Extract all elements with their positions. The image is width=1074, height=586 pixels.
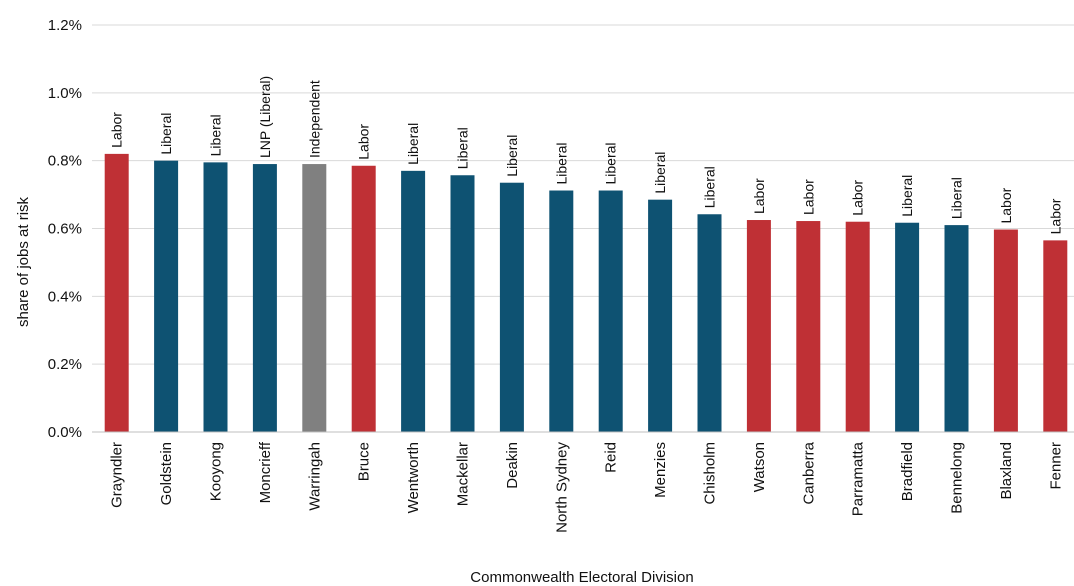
bar — [302, 164, 327, 432]
bar-party-label: Labor — [800, 179, 816, 215]
y-tick-label: 0.6% — [48, 221, 82, 238]
bar — [796, 221, 821, 432]
party-labels: Labor Liberal Liberal LNP (Liberal) Independ… — [109, 76, 1064, 235]
bar — [845, 221, 870, 432]
bar-party-label: Liberal — [899, 175, 915, 217]
bar — [993, 229, 1018, 432]
bar-party-label: Independent — [306, 80, 322, 158]
bar-party-label: Labor — [109, 112, 125, 148]
bar — [203, 162, 228, 433]
x-tick-label: Reid — [603, 442, 620, 473]
x-tick-label: Wentworth — [405, 442, 422, 513]
x-tick-label: Fenner — [1047, 442, 1064, 490]
y-tick-label: 0.0% — [48, 424, 82, 441]
x-tick-label: Moncrieff — [257, 441, 274, 503]
bar — [598, 190, 623, 432]
x-tick-label: Parramatta — [850, 441, 867, 516]
bar-party-label: Liberal — [405, 123, 421, 165]
bar-party-label: Labor — [356, 124, 372, 160]
bar-party-label: Labor — [850, 180, 866, 216]
x-tick-label: Grayndler — [109, 442, 126, 508]
bar-party-label: Liberal — [455, 127, 471, 169]
bar-party-label: Labor — [751, 178, 767, 214]
bar — [944, 225, 969, 432]
bar-party-label: Liberal — [949, 177, 965, 219]
bar-party-label: Liberal — [702, 166, 718, 208]
x-axis-title: Commonwealth Electoral Division — [470, 569, 693, 586]
y-tick-label: 1.2% — [48, 17, 82, 34]
y-axis-ticks: 0.0% 0.2% 0.4% 0.6% 0.8% 1.0% 1.2% — [48, 17, 82, 441]
x-tick-label: Bradfield — [899, 442, 916, 501]
y-axis-title: share of jobs at risk — [15, 196, 32, 327]
bar-party-label: Liberal — [158, 113, 174, 155]
bar — [1043, 240, 1068, 432]
gridlines — [92, 24, 1074, 365]
y-tick-label: 1.0% — [48, 85, 82, 102]
x-axis-ticks: Grayndler Goldstein Kooyong Moncrieff Warrin… — [109, 441, 1065, 533]
bar — [895, 222, 920, 432]
y-tick-label: 0.2% — [48, 356, 82, 373]
bar — [549, 190, 574, 432]
bar — [648, 199, 673, 432]
x-tick-label: Warringah — [306, 442, 323, 511]
bar-party-label: Labor — [1047, 198, 1063, 234]
x-tick-label: Bruce — [356, 442, 373, 481]
bar — [351, 165, 376, 433]
x-tick-label: North Sydney — [553, 442, 570, 533]
bar-party-label: LNP (Liberal) — [257, 76, 273, 158]
bar-party-label: Liberal — [553, 142, 569, 184]
x-tick-label: Kooyong — [208, 442, 225, 501]
y-tick-label: 0.4% — [48, 288, 82, 305]
bar-party-label: Labor — [998, 187, 1014, 223]
bars — [104, 153, 1068, 433]
bar-party-label: Liberal — [208, 114, 224, 156]
y-tick-label: 0.8% — [48, 153, 82, 170]
x-tick-label: Canberra — [800, 441, 817, 504]
bar-party-label: Liberal — [652, 152, 668, 194]
bar — [697, 214, 722, 432]
bar — [499, 182, 524, 432]
bar — [746, 220, 771, 432]
bar — [252, 164, 277, 432]
x-tick-label: Bennelong — [949, 442, 966, 514]
x-tick-label: Menzies — [652, 442, 669, 498]
bar — [450, 175, 475, 432]
x-tick-label: Mackellar — [455, 442, 472, 506]
bar — [154, 160, 179, 432]
x-tick-label: Goldstein — [158, 442, 175, 505]
bar-party-label: Liberal — [504, 135, 520, 177]
x-tick-label: Chisholm — [702, 442, 719, 505]
bar — [401, 170, 426, 432]
bar-party-label: Liberal — [603, 142, 619, 184]
x-tick-label: Blaxland — [998, 442, 1015, 500]
bar — [104, 153, 129, 432]
x-tick-label: Watson — [751, 442, 768, 492]
x-tick-label: Deakin — [504, 442, 521, 489]
